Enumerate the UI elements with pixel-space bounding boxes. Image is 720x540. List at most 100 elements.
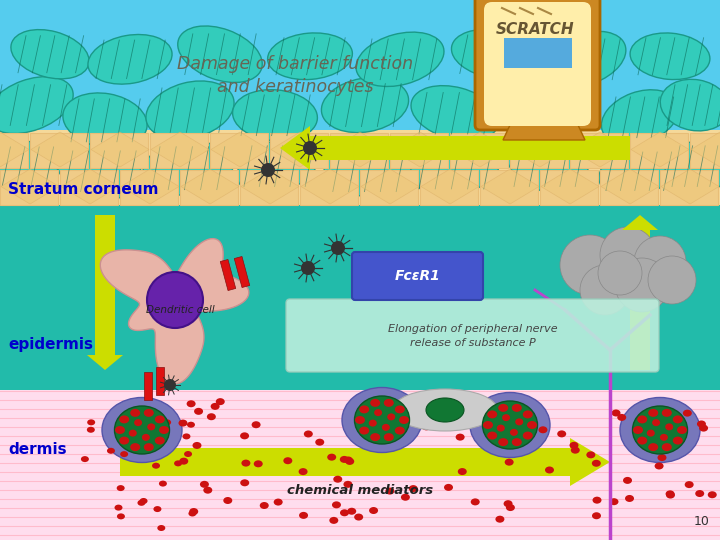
Ellipse shape — [340, 456, 348, 463]
Ellipse shape — [370, 399, 380, 407]
Ellipse shape — [343, 481, 352, 488]
Ellipse shape — [268, 33, 352, 79]
Ellipse shape — [666, 491, 675, 498]
Ellipse shape — [504, 79, 592, 135]
Ellipse shape — [374, 409, 382, 416]
Ellipse shape — [233, 90, 318, 141]
Circle shape — [301, 261, 315, 275]
Polygon shape — [211, 132, 269, 167]
Ellipse shape — [422, 423, 431, 430]
Ellipse shape — [642, 443, 651, 450]
Ellipse shape — [500, 433, 509, 440]
Ellipse shape — [652, 419, 660, 426]
Ellipse shape — [153, 506, 161, 512]
Ellipse shape — [647, 430, 654, 437]
Ellipse shape — [159, 426, 169, 434]
Ellipse shape — [251, 421, 261, 428]
Ellipse shape — [495, 516, 505, 523]
Text: FcεR1: FcεR1 — [395, 269, 441, 283]
Ellipse shape — [146, 81, 234, 139]
Polygon shape — [280, 126, 630, 170]
Bar — [0, 390, 720, 540]
Ellipse shape — [299, 468, 307, 475]
Ellipse shape — [207, 413, 216, 420]
Ellipse shape — [120, 415, 129, 423]
Ellipse shape — [592, 512, 601, 519]
Polygon shape — [1, 169, 59, 204]
Polygon shape — [541, 169, 599, 204]
Ellipse shape — [134, 419, 142, 426]
Ellipse shape — [458, 468, 467, 475]
Ellipse shape — [507, 138, 589, 194]
Ellipse shape — [194, 408, 203, 415]
Ellipse shape — [505, 458, 513, 465]
Ellipse shape — [260, 502, 269, 509]
Text: Damage of barrier function
and keratinocytes: Damage of barrier function and keratinoc… — [177, 55, 413, 96]
Ellipse shape — [114, 504, 122, 511]
Ellipse shape — [632, 406, 688, 454]
Ellipse shape — [211, 403, 220, 410]
Bar — [0, 130, 720, 205]
Bar — [180, 170, 238, 205]
Text: Elongation of peripheral nerve
release of substance P: Elongation of peripheral nerve release o… — [387, 323, 557, 348]
Bar — [600, 170, 658, 205]
Ellipse shape — [241, 460, 251, 467]
Ellipse shape — [147, 423, 156, 430]
Ellipse shape — [321, 78, 408, 133]
Ellipse shape — [240, 480, 249, 487]
Text: SCRATCH: SCRATCH — [495, 22, 575, 37]
Ellipse shape — [387, 414, 395, 420]
Ellipse shape — [333, 476, 342, 483]
Ellipse shape — [601, 90, 678, 145]
Bar — [504, 38, 572, 68]
Ellipse shape — [87, 427, 95, 433]
Ellipse shape — [299, 512, 308, 519]
Ellipse shape — [697, 421, 706, 428]
Circle shape — [648, 256, 696, 304]
Ellipse shape — [88, 35, 172, 84]
Ellipse shape — [372, 400, 381, 407]
Ellipse shape — [637, 415, 647, 423]
Ellipse shape — [611, 409, 621, 416]
Ellipse shape — [545, 467, 554, 474]
Ellipse shape — [216, 398, 225, 405]
Ellipse shape — [155, 415, 165, 423]
Bar — [0, 133, 28, 168]
Bar — [156, 367, 164, 395]
Ellipse shape — [544, 31, 626, 87]
Bar — [540, 170, 598, 205]
Ellipse shape — [523, 431, 533, 440]
Ellipse shape — [354, 514, 363, 521]
Ellipse shape — [315, 438, 324, 445]
Ellipse shape — [163, 420, 171, 426]
Polygon shape — [121, 169, 179, 204]
Ellipse shape — [107, 448, 115, 454]
Bar — [450, 133, 508, 168]
Ellipse shape — [144, 443, 154, 451]
Ellipse shape — [523, 410, 533, 418]
Polygon shape — [503, 125, 585, 140]
Ellipse shape — [620, 397, 700, 462]
Ellipse shape — [502, 414, 510, 421]
Ellipse shape — [586, 451, 595, 458]
Ellipse shape — [332, 501, 341, 508]
Ellipse shape — [346, 458, 354, 465]
Polygon shape — [100, 239, 249, 384]
Text: Dendritic cell: Dendritic cell — [145, 305, 215, 315]
Ellipse shape — [179, 420, 187, 427]
Ellipse shape — [142, 434, 150, 441]
Ellipse shape — [557, 430, 566, 437]
Bar — [150, 133, 208, 168]
Ellipse shape — [456, 434, 464, 441]
Polygon shape — [421, 169, 479, 204]
Ellipse shape — [654, 462, 664, 469]
Ellipse shape — [159, 481, 167, 487]
Ellipse shape — [401, 494, 410, 501]
Ellipse shape — [482, 401, 538, 449]
Ellipse shape — [143, 141, 233, 195]
Ellipse shape — [672, 436, 683, 444]
Ellipse shape — [0, 77, 73, 133]
Polygon shape — [391, 132, 449, 167]
Ellipse shape — [155, 436, 165, 444]
Ellipse shape — [512, 404, 522, 412]
